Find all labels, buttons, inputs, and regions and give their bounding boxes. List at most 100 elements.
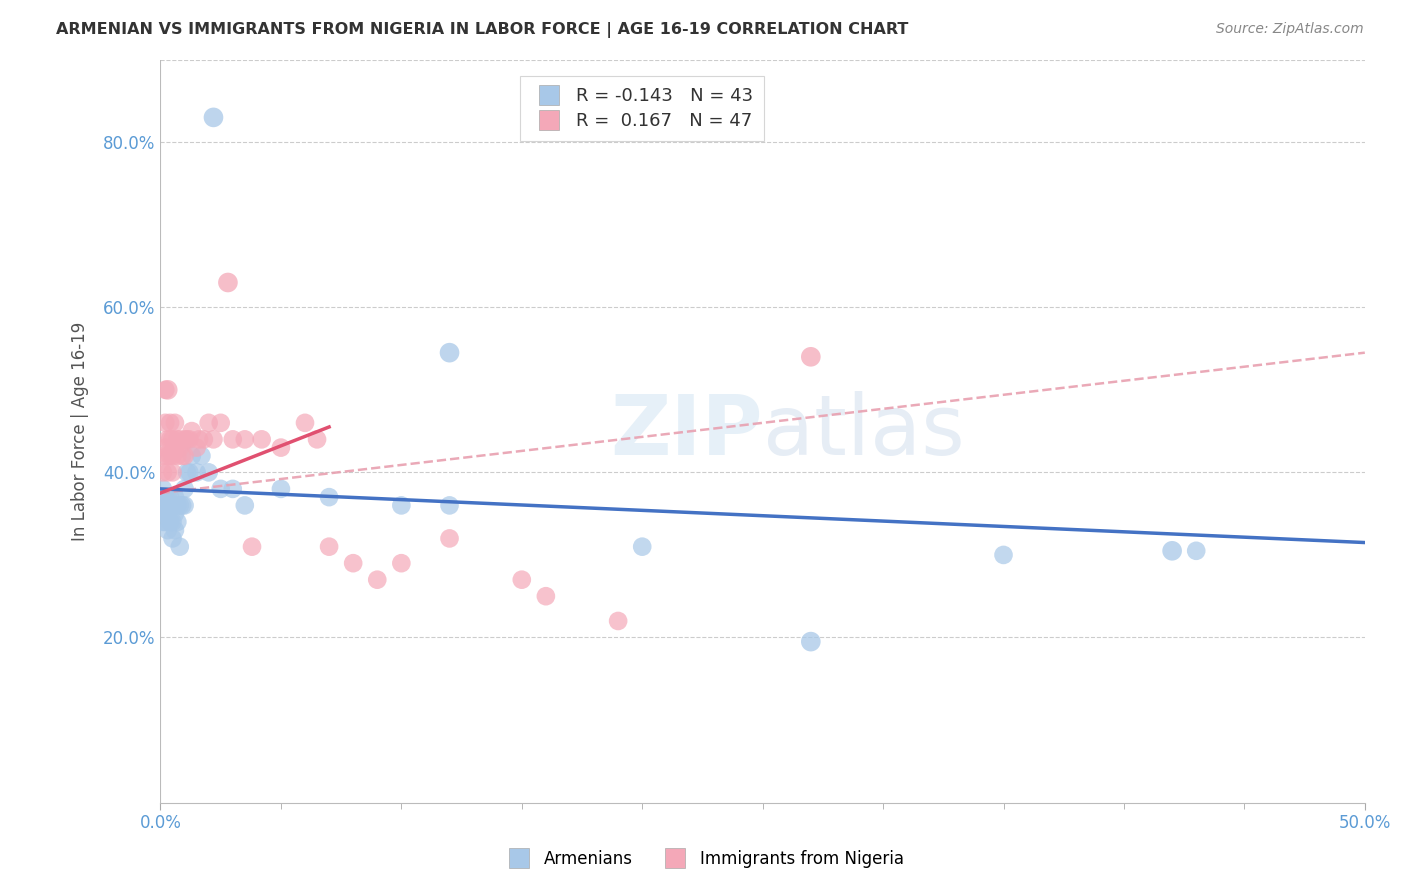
Point bbox=[162, 466, 184, 480]
Point bbox=[173, 449, 195, 463]
Point bbox=[156, 466, 179, 480]
Point bbox=[155, 507, 177, 521]
Point bbox=[342, 556, 364, 570]
Point bbox=[209, 482, 232, 496]
Point bbox=[152, 515, 174, 529]
Point bbox=[318, 490, 340, 504]
Point bbox=[993, 548, 1015, 562]
Point bbox=[217, 276, 239, 290]
Point bbox=[233, 433, 256, 447]
Point bbox=[163, 507, 186, 521]
Point bbox=[155, 383, 177, 397]
Point bbox=[169, 433, 191, 447]
Point bbox=[155, 416, 177, 430]
Point bbox=[439, 532, 461, 546]
Point bbox=[159, 490, 181, 504]
Y-axis label: In Labor Force | Age 16-19: In Labor Force | Age 16-19 bbox=[72, 321, 89, 541]
Point bbox=[166, 499, 188, 513]
Point bbox=[439, 499, 461, 513]
Point bbox=[176, 433, 198, 447]
Point bbox=[607, 614, 630, 628]
Point bbox=[163, 441, 186, 455]
Point bbox=[188, 433, 211, 447]
Point bbox=[156, 499, 179, 513]
Point bbox=[439, 345, 461, 359]
Point bbox=[222, 433, 245, 447]
Point bbox=[169, 441, 191, 455]
Point bbox=[156, 507, 179, 521]
Legend: Armenians, Immigrants from Nigeria: Armenians, Immigrants from Nigeria bbox=[496, 844, 910, 875]
Point bbox=[169, 540, 191, 554]
Point bbox=[155, 490, 177, 504]
Point bbox=[209, 416, 232, 430]
Point bbox=[318, 540, 340, 554]
Point bbox=[180, 424, 202, 438]
Point bbox=[510, 573, 533, 587]
Point bbox=[240, 540, 263, 554]
Point bbox=[186, 466, 208, 480]
Point bbox=[156, 383, 179, 397]
Point bbox=[305, 433, 328, 447]
Point bbox=[162, 433, 184, 447]
Point bbox=[155, 441, 177, 455]
Point bbox=[152, 449, 174, 463]
Point bbox=[250, 433, 273, 447]
Point bbox=[162, 449, 184, 463]
Text: ARMENIAN VS IMMIGRANTS FROM NIGERIA IN LABOR FORCE | AGE 16-19 CORRELATION CHART: ARMENIAN VS IMMIGRANTS FROM NIGERIA IN L… bbox=[56, 22, 908, 38]
Point bbox=[162, 499, 184, 513]
Point bbox=[179, 466, 201, 480]
Point bbox=[166, 449, 188, 463]
Point bbox=[152, 482, 174, 496]
Point bbox=[800, 634, 823, 648]
Point bbox=[800, 350, 823, 364]
Point bbox=[166, 515, 188, 529]
Point bbox=[1161, 543, 1184, 558]
Legend: R = -0.143   N = 43, R =  0.167   N = 47: R = -0.143 N = 43, R = 0.167 N = 47 bbox=[520, 76, 765, 141]
Point bbox=[159, 499, 181, 513]
Point bbox=[1185, 543, 1208, 558]
Text: ZIP: ZIP bbox=[610, 391, 762, 472]
Point bbox=[155, 515, 177, 529]
Point bbox=[156, 523, 179, 537]
Point bbox=[366, 573, 388, 587]
Point bbox=[389, 499, 412, 513]
Text: atlas: atlas bbox=[762, 391, 965, 472]
Point bbox=[534, 589, 557, 603]
Point bbox=[270, 441, 292, 455]
Point bbox=[169, 499, 191, 513]
Text: Source: ZipAtlas.com: Source: ZipAtlas.com bbox=[1216, 22, 1364, 37]
Point bbox=[155, 499, 177, 513]
Point bbox=[193, 433, 215, 447]
Point bbox=[173, 433, 195, 447]
Point bbox=[163, 416, 186, 430]
Point bbox=[631, 540, 654, 554]
Point bbox=[162, 532, 184, 546]
Point bbox=[389, 556, 412, 570]
Point bbox=[159, 433, 181, 447]
Point bbox=[156, 490, 179, 504]
Point bbox=[173, 482, 195, 496]
Point bbox=[179, 433, 201, 447]
Point bbox=[156, 433, 179, 447]
Point bbox=[163, 523, 186, 537]
Point bbox=[159, 515, 181, 529]
Point bbox=[159, 416, 181, 430]
Point bbox=[294, 416, 316, 430]
Point bbox=[156, 449, 179, 463]
Point bbox=[176, 466, 198, 480]
Point bbox=[152, 499, 174, 513]
Point bbox=[270, 482, 292, 496]
Point bbox=[162, 515, 184, 529]
Point bbox=[173, 499, 195, 513]
Point bbox=[197, 416, 219, 430]
Point bbox=[152, 466, 174, 480]
Point bbox=[202, 433, 225, 447]
Point bbox=[163, 490, 186, 504]
Point bbox=[222, 482, 245, 496]
Point bbox=[186, 441, 208, 455]
Point bbox=[172, 499, 194, 513]
Point bbox=[172, 449, 194, 463]
Point bbox=[202, 111, 225, 125]
Point bbox=[166, 433, 188, 447]
Point bbox=[197, 466, 219, 480]
